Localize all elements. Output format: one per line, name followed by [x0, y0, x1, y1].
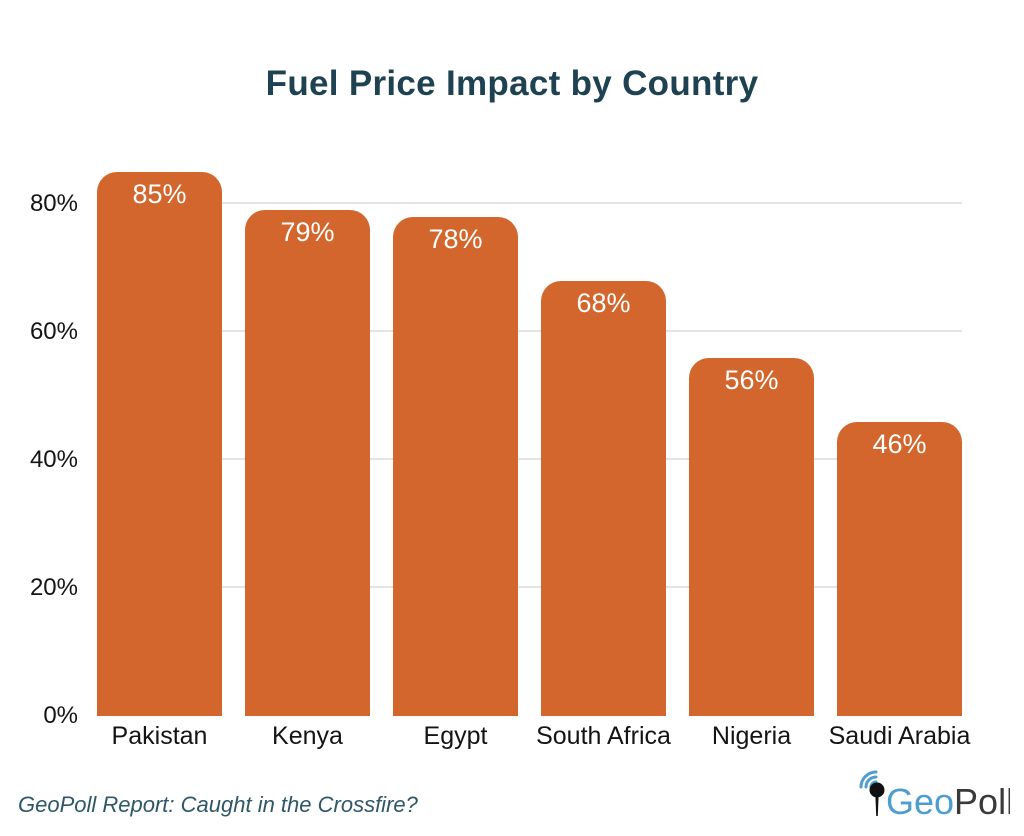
bar-value-label: 56%	[724, 364, 779, 395]
y-tick-label: 20%	[29, 574, 78, 601]
x-tick-label: Saudi Arabia	[828, 722, 971, 750]
x-tick-label: Pakistan	[111, 722, 208, 750]
bar-kenya: 79%	[245, 210, 370, 716]
x-tick-label: Egypt	[423, 722, 488, 750]
chart-title: Fuel Price Impact by Country	[265, 64, 759, 103]
logo-text-geo: Geo	[886, 781, 954, 822]
bar-saudi-arabia: 46%	[837, 421, 962, 716]
y-tick-label: 40%	[29, 446, 78, 473]
bar-pakistan: 85%	[97, 172, 222, 716]
logo-text: GeoPoll	[886, 781, 1010, 822]
bar-south-africa: 68%	[541, 280, 666, 716]
y-axis: 0% 20% 40% 60% 80%	[0, 76, 80, 729]
bar-nigeria: 56%	[689, 357, 814, 716]
x-tick-label: South Africa	[536, 722, 671, 750]
signal-pin-icon	[859, 770, 885, 816]
y-tick-label: 60%	[29, 318, 78, 345]
geopoll-logo: GeoPoll	[859, 770, 1010, 822]
y-tick-label: 80%	[29, 190, 78, 217]
logo-text-poll: Poll	[954, 781, 1010, 822]
bar-egypt: 78%	[393, 216, 518, 716]
gridline	[97, 202, 962, 204]
gridline	[97, 330, 962, 332]
x-tick-label: Nigeria	[711, 722, 792, 750]
x-tick-label: Kenya	[272, 722, 343, 750]
gridline	[97, 458, 962, 460]
plot-area: 85% 79% 78% 68% 56% 46%	[97, 76, 962, 716]
bar-value-label: 46%	[872, 428, 927, 459]
x-axis: Pakistan Kenya Egypt South Africa Nigeria Sau…	[97, 720, 971, 756]
gridline	[97, 586, 962, 588]
y-tick-label: 0%	[43, 702, 78, 729]
bar-value-label: 78%	[428, 223, 483, 254]
bar-value-label: 85%	[132, 179, 187, 209]
bar-value-label: 68%	[576, 287, 631, 318]
source-note: GeoPoll Report: Caught in the Crossfire?	[18, 792, 418, 817]
bar-value-label: 79%	[280, 217, 335, 248]
